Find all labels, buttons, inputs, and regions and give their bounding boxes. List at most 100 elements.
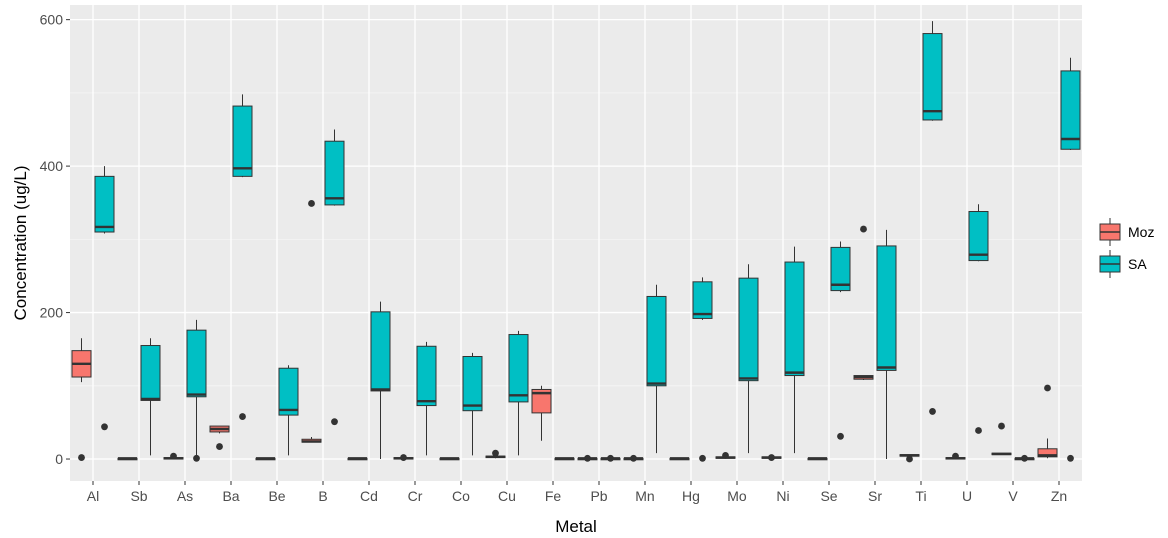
box-iqr [140, 345, 161, 401]
box-Moz-Fe [531, 385, 552, 441]
box-iqr [1060, 70, 1081, 150]
box-SA-Cd [370, 301, 391, 460]
box-SA-Ti [922, 21, 943, 415]
x-tick-label: Mn [635, 488, 654, 504]
box-Moz-Mo [715, 451, 736, 459]
outlier-point [331, 418, 338, 426]
x-tick-label: V [1008, 488, 1018, 504]
box-Moz-Ni [761, 454, 782, 461]
box-SA-U [968, 204, 989, 434]
box-iqr [462, 356, 483, 412]
outlier-point [216, 443, 223, 450]
box-SA-Sr [876, 229, 897, 460]
outlier-point [101, 423, 108, 431]
box-iqr [416, 345, 437, 407]
x-axis: Al Sb As Ba Be B Cd Cr Co Cu Fe Pb Mn Hg Mo Ni Se Sr Ti U V Z… [87, 481, 1067, 504]
x-tick-label: Cr [408, 488, 423, 504]
outlier-point [584, 454, 591, 462]
box-Moz-Sb [117, 457, 138, 461]
outlier-point [607, 454, 614, 462]
box-Moz-B [301, 200, 322, 443]
box-SA-Zn [1060, 57, 1081, 462]
box-Moz-Hg [669, 457, 690, 461]
box-iqr [324, 140, 345, 206]
box-Moz-Co [439, 457, 460, 461]
box-Moz-Ba [209, 425, 230, 450]
box-iqr [232, 105, 253, 177]
x-tick-label: Cu [498, 488, 516, 504]
box-iqr [784, 261, 805, 377]
box-SA-Ba [232, 94, 253, 420]
box-Moz-Mn [623, 454, 644, 462]
legend-item-Moz: Moz [1099, 218, 1154, 246]
box-iqr [508, 334, 529, 403]
x-tick-label: As [177, 488, 193, 504]
box-Moz-Pb [577, 454, 598, 462]
box-SA-B [324, 129, 345, 426]
outlier-point [1021, 454, 1028, 462]
box-iqr [186, 329, 207, 398]
x-tick-label: Al [87, 488, 99, 504]
outlier-point [998, 422, 1005, 430]
outlier-point [400, 454, 407, 461]
outlier-point [78, 454, 85, 461]
box-SA-Mo [738, 264, 759, 454]
box-Moz-Al [71, 338, 92, 461]
box-SA-V [1014, 454, 1035, 462]
legend: Moz SA [1099, 218, 1154, 278]
x-tick-label: Be [268, 488, 285, 504]
x-tick-label: Pb [590, 488, 607, 504]
box-SA-As [186, 319, 207, 462]
x-tick-label: Sr [868, 488, 882, 504]
outlier-point [837, 432, 844, 440]
x-tick-label: Mo [727, 488, 747, 504]
major-gridlines [70, 5, 1082, 481]
box-iqr [738, 277, 759, 382]
y-axis-title: Concentration (ug/L) [11, 166, 30, 321]
x-tick-label: Fe [545, 488, 562, 504]
box-Moz-As [163, 452, 184, 460]
box-Moz-V [991, 422, 1012, 456]
x-tick-label: Zn [1051, 488, 1067, 504]
x-tick-label: Co [452, 488, 470, 504]
box-Moz-Cd [347, 457, 368, 461]
outlier-point [308, 200, 315, 207]
box-iqr [94, 175, 115, 233]
x-tick-label: U [962, 488, 972, 504]
box-iqr [876, 245, 897, 371]
box-iqr [531, 388, 552, 414]
legend-label: SA [1128, 256, 1147, 272]
box-Moz-Cu [485, 449, 506, 459]
y-tick-label: 600 [40, 12, 64, 28]
x-tick-label: Ba [222, 488, 239, 504]
box-SA-Cr [416, 341, 437, 456]
box-iqr [1037, 448, 1058, 458]
outlier-point [722, 451, 729, 459]
box-SA-Pb [600, 454, 621, 462]
box-SA-Al [94, 166, 115, 431]
outlier-point [170, 452, 177, 460]
outlier-point [860, 225, 867, 233]
box-layer [71, 21, 1081, 463]
box-SA-Co [462, 352, 483, 456]
x-axis-title: Metal [555, 517, 597, 536]
box-iqr [278, 367, 299, 416]
box-SA-Ni [784, 246, 805, 454]
plot-panel [70, 5, 1082, 481]
box-iqr [692, 281, 713, 319]
outlier-point [906, 455, 913, 463]
outlier-point [1067, 454, 1074, 462]
outlier-point [952, 452, 959, 460]
outlier-point [492, 449, 499, 457]
x-tick-label: Ni [776, 488, 789, 504]
x-tick-label: Hg [682, 488, 700, 504]
box-SA-Fe [554, 457, 575, 461]
minor-gridlines [70, 92, 1082, 387]
box-Moz-Ti [899, 454, 920, 463]
y-tick-label: 400 [40, 158, 64, 174]
box-SA-Be [278, 365, 299, 456]
box-SA-Se [830, 241, 851, 440]
box-Moz-Zn [1037, 384, 1058, 459]
box-iqr [830, 246, 851, 292]
